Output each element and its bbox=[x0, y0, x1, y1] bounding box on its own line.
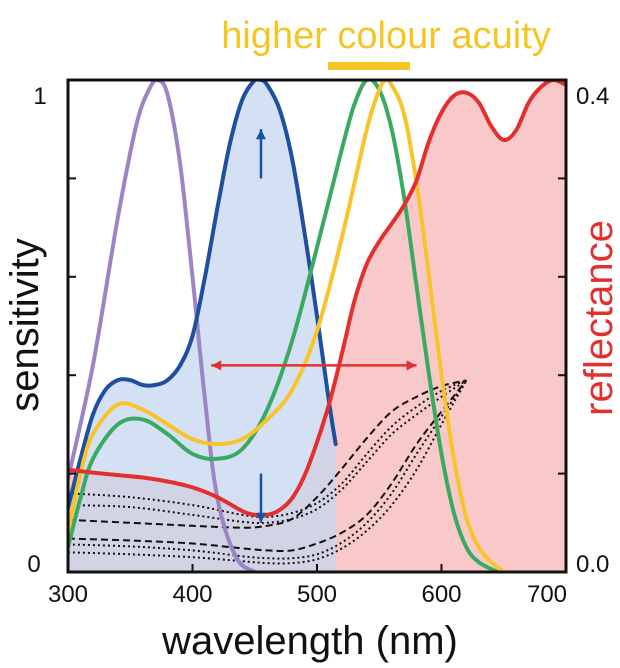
reflectance-variant-line bbox=[68, 379, 467, 518]
acuity-range-bar bbox=[328, 62, 410, 70]
reflectance-variant-line bbox=[68, 379, 467, 529]
reflectance-variant-line bbox=[68, 379, 467, 525]
axis-ticks bbox=[67, 79, 567, 573]
reflectance-variant-line bbox=[68, 379, 468, 552]
x-axis-title: wavelength (nm) bbox=[161, 619, 458, 663]
red-left-arrow bbox=[211, 360, 293, 371]
y-right-tick-label: 0.4 bbox=[576, 83, 609, 110]
red-right-arrow bbox=[292, 360, 417, 371]
x-tick-label: 400 bbox=[172, 581, 212, 608]
reflectance-variant-line bbox=[68, 379, 468, 565]
red-curve bbox=[68, 80, 566, 518]
y-right-tick-label: 0.0 bbox=[576, 551, 609, 578]
acuity-annotation: higher colour acuity bbox=[221, 15, 551, 57]
x-tick-label: 600 bbox=[421, 581, 461, 608]
x-tick-label: 500 bbox=[297, 581, 337, 608]
blue-sensitivity-fill bbox=[68, 80, 336, 572]
y-left-axis-title: sensitivity bbox=[3, 238, 47, 411]
blue-down-arrow bbox=[255, 473, 266, 523]
yellow-curve bbox=[68, 80, 506, 572]
y-right-axis-title: reflectance bbox=[577, 220, 620, 416]
y-left-tick-label: 0 bbox=[27, 551, 40, 578]
y-left-tick-label: 1 bbox=[33, 83, 46, 110]
x-tick-label: 700 bbox=[527, 581, 567, 608]
uv-curve bbox=[68, 80, 257, 572]
blue-curve bbox=[68, 80, 338, 510]
blue-up-arrow bbox=[255, 129, 266, 179]
plot-area bbox=[68, 80, 566, 572]
x-tick-label: 300 bbox=[48, 581, 88, 608]
green-curve bbox=[68, 80, 500, 572]
